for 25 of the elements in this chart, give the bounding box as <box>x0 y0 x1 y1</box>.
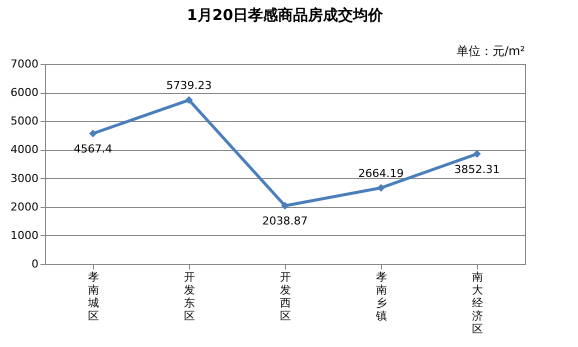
data-label: 3852.31 <box>454 162 500 176</box>
x-tick-label: 开发西区 <box>280 270 291 322</box>
chart-title: 1月20日孝感商品房成交均价 <box>186 6 384 24</box>
y-tick-label: 7000 <box>10 58 38 70</box>
data-label: 5739.23 <box>166 79 212 92</box>
point <box>185 96 193 104</box>
x-tick-label: 开发东区 <box>184 270 195 322</box>
x-tick-label: 孝南城区 <box>87 270 99 322</box>
y-tick-label: 4000 <box>10 143 38 156</box>
y-tick-label: 6000 <box>10 86 38 100</box>
data-label: 2664.19 <box>358 166 404 180</box>
data-label: 2038.87 <box>262 214 308 228</box>
point <box>281 202 289 210</box>
point <box>89 130 97 138</box>
point <box>473 150 481 158</box>
y-tick-label: 3000 <box>10 172 38 185</box>
point <box>377 184 385 192</box>
text: 单位：元/m² <box>456 44 526 58</box>
y-tick-label: 2000 <box>10 200 38 214</box>
data-label: 4567.4 <box>74 142 112 156</box>
y-tick-label: 1000 <box>10 228 38 242</box>
x-tick-label: 孝南乡镇 <box>375 270 387 322</box>
y-tick-label: 0 <box>32 258 38 270</box>
x-tick-label: 南大经济区 <box>472 270 483 336</box>
y-tick-label: 5000 <box>10 114 38 128</box>
